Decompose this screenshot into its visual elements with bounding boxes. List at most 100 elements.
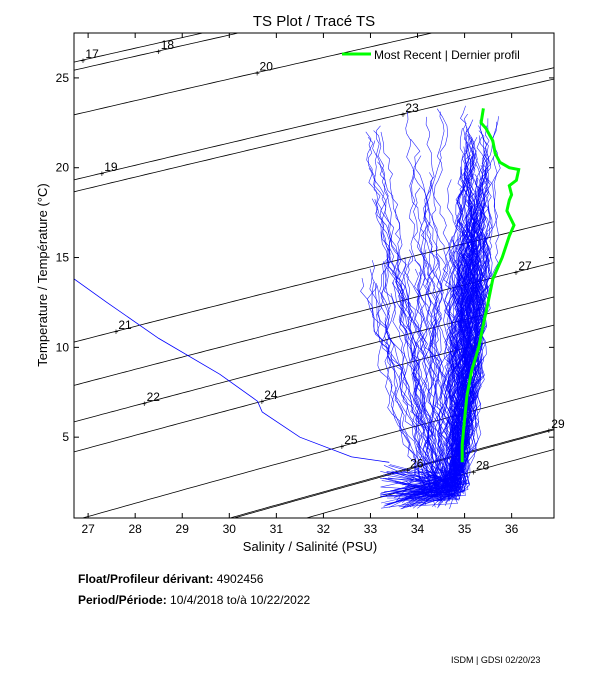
legend-label: Most Recent | Dernier profil — [374, 48, 520, 62]
historical-profile — [440, 166, 474, 499]
historical-profile — [406, 178, 490, 500]
contour-label: 27 — [518, 259, 532, 273]
contour-plus-marker: + — [142, 399, 147, 409]
x-axis-label: Salinity / Salinité (PSU) — [243, 539, 377, 554]
y-axis: 5 10 15 20 25 — [56, 71, 554, 444]
x-tick-label: 27 — [81, 522, 95, 536]
contour-label: 25 — [344, 433, 358, 447]
historical-profile — [432, 236, 470, 495]
contour-label: 21 — [118, 318, 132, 332]
historical-profile — [368, 167, 437, 487]
most-recent-profile-layer — [460, 108, 521, 463]
historical-profile — [376, 285, 447, 496]
y-tick-label: 15 — [56, 251, 70, 265]
density-contour — [74, 33, 241, 71]
historical-profile — [369, 268, 427, 491]
historical-profile — [380, 293, 427, 506]
historical-profile — [433, 199, 481, 499]
contour-plus-marker: + — [156, 47, 161, 57]
period-start: 10/4/2018 — [170, 593, 224, 607]
contour-plus-marker: + — [471, 467, 476, 477]
footer-credit: ISDM | GDSI 02/20/23 — [451, 655, 541, 665]
x-tick-label: 28 — [128, 522, 142, 536]
period-separator: to/à — [226, 593, 247, 607]
x-tick-label: 35 — [458, 522, 472, 536]
density-contour — [74, 78, 554, 193]
density-contour — [74, 67, 554, 181]
x-tick-label: 30 — [223, 522, 237, 536]
density-contour — [232, 429, 554, 518]
contour-plus-marker: + — [259, 397, 264, 407]
historical-profile — [412, 177, 478, 503]
historical-profile — [379, 270, 429, 486]
float-label: Float/Profileur dérivant: — [78, 572, 214, 586]
density-contour — [74, 296, 554, 423]
historical-profile — [383, 281, 431, 496]
contour-plus-marker: + — [513, 268, 518, 278]
period-end: 10/22/2022 — [250, 593, 311, 607]
historical-profiles — [74, 105, 501, 510]
historical-profile — [431, 108, 457, 491]
x-tick-label: 29 — [176, 522, 190, 536]
x-tick-label: 36 — [505, 522, 519, 536]
historical-profile — [383, 248, 433, 499]
contour-plus-marker: + — [113, 327, 118, 337]
density-contour — [74, 33, 434, 116]
historical-profile — [406, 138, 484, 507]
y-tick-label: 5 — [62, 430, 69, 444]
contour-plus-marker: + — [546, 426, 551, 436]
contour-plus-marker: + — [339, 442, 344, 452]
historical-profile — [396, 173, 479, 503]
contour-label: 19 — [104, 160, 118, 174]
contour-label: 23 — [405, 101, 419, 115]
density-contour — [228, 428, 554, 518]
x-tick-label: 32 — [317, 522, 331, 536]
historical-profile — [406, 256, 443, 482]
historical-profile — [425, 127, 472, 483]
float-id: 4902456 — [216, 572, 264, 586]
historical-profile — [399, 249, 443, 503]
density-contour — [74, 33, 205, 63]
historical-profile — [372, 140, 434, 491]
historical-profile — [411, 219, 466, 496]
historical-profile — [388, 169, 465, 508]
contour-label: 22 — [147, 390, 161, 404]
x-tick-label: 34 — [411, 522, 425, 536]
contour-label: 29 — [551, 417, 565, 431]
outlier-profile — [74, 278, 390, 463]
historical-profile — [394, 172, 454, 491]
historical-profile — [367, 283, 417, 503]
contour-plus-marker: + — [80, 56, 85, 66]
contour-label: 20 — [260, 60, 274, 74]
float-info: Float/Profileur dérivant: 4902456 — [78, 572, 263, 586]
y-tick-label: 20 — [56, 161, 70, 175]
contour-label: 17 — [85, 47, 99, 61]
contour-label: 18 — [161, 38, 175, 52]
y-tick-label: 10 — [56, 340, 70, 354]
historical-profile — [415, 225, 479, 496]
most-recent-profile — [460, 108, 521, 463]
historical-profile — [369, 260, 428, 501]
contour-plus-marker: + — [99, 169, 104, 179]
contour-label: 24 — [264, 388, 278, 402]
historical-profile — [380, 131, 439, 488]
historical-profile — [407, 259, 478, 498]
x-tick-label: 33 — [364, 522, 378, 536]
density-contour-labels: +17 +18+ 19+ 20+ 21+ 22+ 23+ 24+ 25+ 26+ 27+ 28+ 29 — [80, 38, 565, 477]
historical-profile — [371, 198, 442, 501]
legend: Most Recent | Dernier profil — [342, 48, 520, 62]
contour-plus-marker: + — [400, 110, 405, 120]
contour-plus-marker: + — [255, 69, 260, 79]
density-contours — [74, 33, 554, 518]
period-info: Period/Période: 10/4/2018 to/à 10/22/202… — [78, 593, 310, 607]
density-contour — [304, 448, 554, 518]
historical-profile — [431, 251, 468, 498]
contour-plus-marker: + — [405, 466, 410, 476]
x-tick-label: 31 — [270, 522, 284, 536]
contour-label: 26 — [410, 457, 424, 471]
density-contour — [74, 324, 554, 453]
density-contour — [81, 388, 554, 518]
historical-profile — [380, 256, 443, 488]
y-axis-label: Temperature / Température (°C) — [35, 183, 50, 366]
historical-profile — [395, 253, 453, 496]
